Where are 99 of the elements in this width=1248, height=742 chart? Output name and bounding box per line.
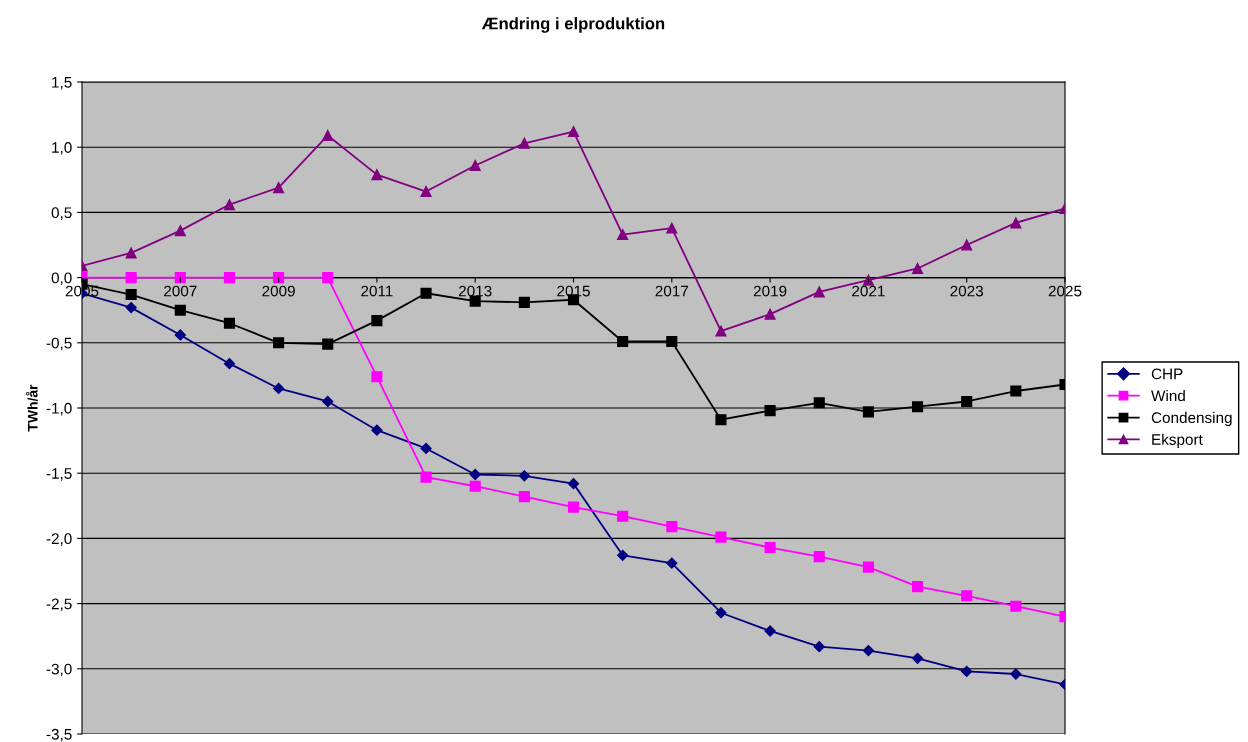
point — [223, 199, 236, 211]
y-tick-label: 1,0 — [52, 142, 72, 155]
point — [617, 510, 629, 522]
point — [911, 581, 924, 593]
point — [371, 371, 383, 383]
legend-label: Condensing — [1151, 411, 1232, 427]
point — [125, 288, 137, 301]
y-tick-label: 1,5 — [52, 77, 72, 90]
point — [518, 137, 530, 149]
point — [273, 337, 285, 349]
point — [862, 406, 874, 418]
point — [371, 424, 383, 436]
point — [961, 590, 973, 602]
legend-label: Eksport — [1152, 433, 1203, 448]
point — [666, 222, 678, 234]
point — [961, 395, 973, 408]
point — [862, 274, 874, 286]
point — [764, 405, 776, 417]
y-tick-label: 0,0 — [51, 272, 72, 286]
point — [764, 625, 776, 637]
point — [125, 301, 137, 314]
point — [420, 185, 432, 198]
x-tick-label: 2021 — [852, 285, 885, 297]
point — [764, 541, 776, 554]
y-tick-label: -3,0 — [46, 663, 72, 677]
legend-label: Wind — [1151, 389, 1185, 402]
point — [617, 229, 629, 241]
point — [174, 225, 186, 237]
point — [911, 401, 924, 413]
point — [174, 329, 186, 341]
point — [715, 607, 727, 619]
point — [961, 665, 973, 678]
legend-label: CHP — [1151, 368, 1183, 380]
point — [567, 501, 580, 513]
point — [666, 521, 678, 533]
point — [567, 125, 580, 138]
point — [125, 247, 137, 259]
point — [813, 641, 825, 653]
x-tick-label: 2017 — [655, 285, 689, 297]
point — [371, 315, 383, 327]
point — [715, 531, 727, 543]
point — [518, 470, 530, 482]
point — [273, 272, 285, 284]
x-tick-label: 2009 — [262, 285, 295, 297]
y-tick-label: -3,5 — [46, 728, 72, 742]
point — [862, 561, 874, 573]
point — [715, 414, 727, 426]
x-tick-label: 2023 — [950, 285, 984, 297]
x-tick-label: 2007 — [164, 285, 197, 297]
point — [223, 272, 236, 284]
point — [469, 480, 481, 492]
point — [715, 325, 727, 337]
point — [1010, 217, 1022, 229]
point — [174, 272, 186, 284]
point — [666, 557, 678, 569]
point — [911, 262, 924, 275]
y-tick-label: -1,5 — [46, 468, 72, 481]
point — [371, 169, 383, 181]
point — [961, 239, 973, 251]
point — [273, 182, 285, 194]
point — [518, 491, 530, 503]
point — [420, 287, 432, 299]
point — [223, 317, 236, 329]
point — [813, 286, 825, 298]
point — [223, 358, 236, 370]
point — [617, 335, 629, 348]
point — [322, 338, 334, 350]
point — [617, 549, 629, 561]
point — [125, 272, 137, 284]
point — [322, 129, 334, 142]
point — [813, 397, 825, 409]
chart-title: Ændring i elproduktion — [481, 17, 665, 33]
x-tick-label: 2011 — [361, 285, 393, 297]
point — [1010, 385, 1022, 397]
point — [272, 382, 285, 395]
x-tick-label: 2013 — [458, 285, 492, 297]
point — [911, 652, 924, 664]
y-tick-label: 0,5 — [51, 207, 72, 220]
y-tick-label: -2,0 — [46, 533, 72, 546]
y-tick-label: -2,5 — [46, 598, 72, 612]
point — [666, 335, 678, 348]
point — [420, 471, 432, 483]
point — [764, 308, 776, 320]
y-tick-label: -1,0 — [46, 402, 72, 416]
point — [469, 159, 481, 172]
point — [420, 442, 432, 455]
point — [1010, 668, 1022, 680]
y-tick-label: -0,5 — [46, 337, 72, 351]
point — [813, 551, 825, 563]
point — [174, 304, 186, 316]
x-tick-label: 2019 — [753, 285, 787, 297]
point — [862, 644, 875, 657]
point — [1010, 600, 1022, 612]
point — [567, 478, 580, 490]
point — [518, 296, 530, 308]
y-axis-title: TWh/år — [26, 384, 38, 432]
point — [322, 395, 334, 408]
point — [469, 468, 481, 481]
point — [322, 272, 334, 284]
